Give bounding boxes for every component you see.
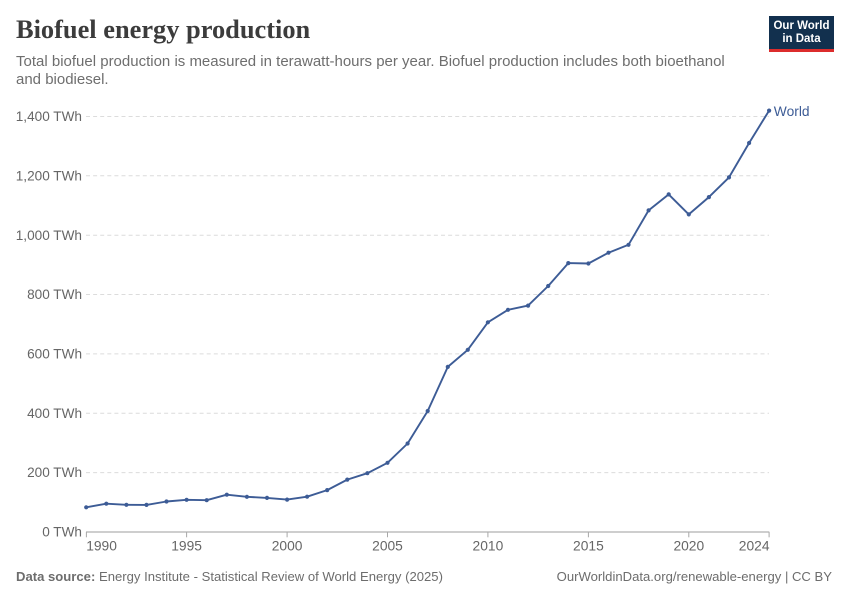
svg-text:800 TWh: 800 TWh [27,287,82,302]
svg-text:2000: 2000 [272,539,303,554]
svg-text:400 TWh: 400 TWh [27,406,82,421]
svg-text:0 TWh: 0 TWh [42,525,82,540]
svg-text:1,200 TWh: 1,200 TWh [16,168,82,183]
svg-text:1,400 TWh: 1,400 TWh [16,109,82,124]
svg-text:600 TWh: 600 TWh [27,347,82,362]
svg-text:1995: 1995 [171,539,202,554]
svg-text:1990: 1990 [86,539,117,554]
svg-text:2020: 2020 [673,539,704,554]
svg-text:2010: 2010 [473,539,504,554]
svg-text:2015: 2015 [573,539,604,554]
svg-text:1,000 TWh: 1,000 TWh [16,228,82,243]
svg-text:World: World [774,104,810,119]
svg-text:200 TWh: 200 TWh [27,465,82,480]
svg-text:2005: 2005 [372,539,403,554]
svg-text:2024: 2024 [739,539,770,554]
